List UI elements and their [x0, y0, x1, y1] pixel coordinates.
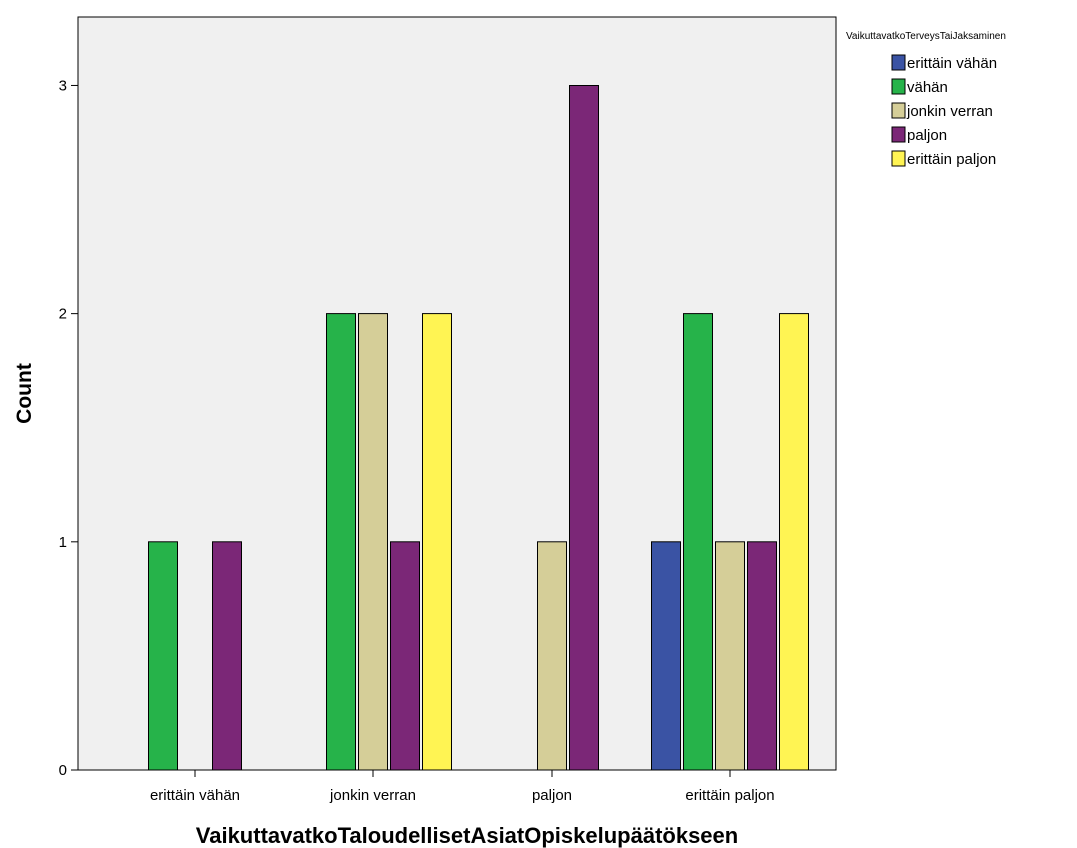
- bar-jonkin-verran-vahan: [327, 314, 356, 770]
- bar-erittain-paljon-jonkin-verran: [716, 542, 745, 770]
- bar-erittain-paljon-erittain-paljon: [780, 314, 809, 770]
- bar-erittain-vahan-paljon: [213, 542, 242, 770]
- y-tick-label: 3: [59, 77, 67, 94]
- x-tick-label-erittain-vahan: erittäin vähän: [150, 787, 240, 804]
- bar-jonkin-verran-jonkin-verran: [359, 314, 388, 770]
- x-tick-label-erittain-paljon: erittäin paljon: [685, 787, 774, 804]
- bar-erittain-paljon-erittain-vahan: [652, 542, 681, 770]
- legend-label-vahan: vähän: [907, 79, 948, 96]
- bar-paljon-jonkin-verran: [538, 542, 567, 770]
- legend-label-paljon: paljon: [907, 127, 947, 144]
- y-tick-label: 1: [59, 534, 67, 551]
- legend-swatch-erittain-paljon: [892, 151, 905, 166]
- bar-paljon-paljon: [570, 86, 599, 771]
- legend-label-jonkin-verran: jonkin verran: [906, 103, 993, 120]
- x-tick-label-jonkin-verran: jonkin verran: [329, 787, 416, 804]
- legend-swatch-vahan: [892, 79, 905, 94]
- x-axis-title: VaikuttavatkoTaloudellisetAsiatOpiskelup…: [196, 823, 738, 848]
- legend-swatch-paljon: [892, 127, 905, 142]
- legend-swatch-jonkin-verran: [892, 103, 905, 118]
- x-tick-label-paljon: paljon: [532, 787, 572, 804]
- y-tick-label: 0: [59, 762, 67, 779]
- legend-label-erittain-paljon: erittäin paljon: [907, 151, 996, 168]
- bar-erittain-paljon-vahan: [684, 314, 713, 770]
- bar-jonkin-verran-erittain-paljon: [423, 314, 452, 770]
- y-tick-label: 2: [59, 306, 67, 323]
- legend-title: VaikuttavatkoTerveysTaiJaksaminen: [846, 31, 1006, 42]
- bar-erittain-vahan-vahan: [149, 542, 178, 770]
- y-axis-title: Count: [13, 363, 36, 424]
- bar-erittain-paljon-paljon: [748, 542, 777, 770]
- legend: VaikuttavatkoTerveysTaiJaksaminen erittäi…: [846, 31, 1006, 168]
- legend-label-erittain-vahan: erittäin vähän: [907, 55, 997, 72]
- legend-swatch-erittain-vahan: [892, 55, 905, 70]
- bar-jonkin-verran-paljon: [391, 542, 420, 770]
